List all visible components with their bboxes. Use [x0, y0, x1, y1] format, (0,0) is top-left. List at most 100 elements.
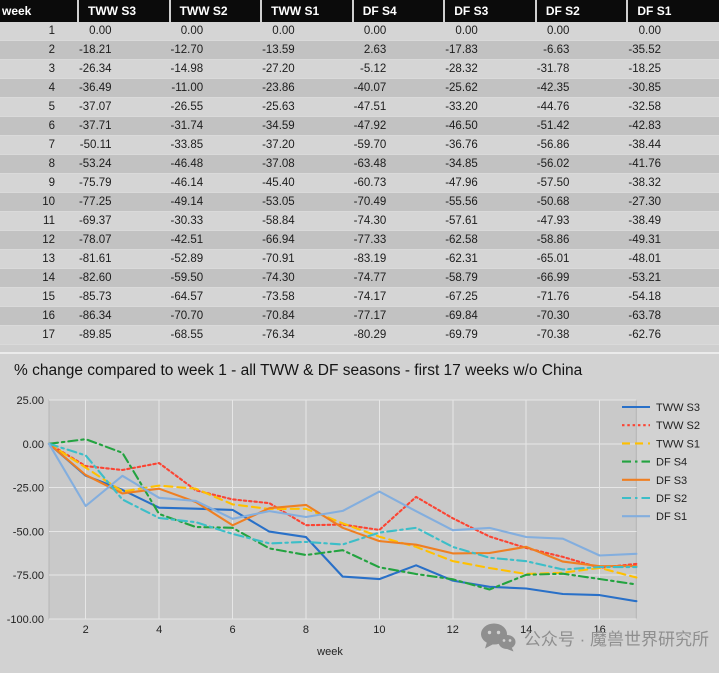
value-cell: -37.07	[78, 97, 170, 117]
value-cell: 0.00	[627, 22, 719, 41]
week-cell: 16	[0, 306, 78, 326]
value-cell: -33.20	[444, 97, 536, 117]
table-row: 4 -36.49 -11.00 -23.86 -40.07 -25.62 -42.35 -30…	[0, 78, 719, 98]
value-cell: -37.71	[78, 116, 170, 136]
value-cell: -89.85	[78, 325, 170, 345]
table-row: 16 -86.34 -70.70 -70.84 -77.17 -69.84 -70.30 -6…	[0, 306, 719, 326]
value-cell: -85.73	[78, 287, 170, 307]
table-row: 6 -37.71 -31.74 -34.59 -47.92 -46.50 -51.42 -42…	[0, 116, 719, 136]
value-cell: -71.76	[535, 287, 628, 307]
value-cell: -47.96	[444, 173, 536, 193]
table-row: 7 -50.11 -33.85 -37.20 -59.70 -36.76 -56.86 -38…	[0, 135, 719, 155]
week-cell: 9	[0, 173, 78, 193]
table-row: 11 -69.37 -30.33 -58.84 -74.30 -57.61 -47.93 -3…	[0, 211, 719, 231]
column-header: TWW S1	[260, 0, 353, 22]
table-row: 9 -75.79 -46.14 -45.40 -60.73 -47.96 -57.50 -38…	[0, 173, 719, 193]
value-cell: -70.38	[535, 325, 628, 345]
value-cell: -73.58	[261, 287, 353, 307]
value-cell: -36.49	[78, 78, 170, 98]
value-cell: -82.60	[78, 268, 170, 288]
value-cell: -57.61	[444, 211, 536, 231]
value-cell: -51.42	[535, 116, 628, 136]
table-row: 15 -85.73 -64.57 -73.58 -74.17 -67.25 -71.76 -5…	[0, 287, 719, 307]
week-cell: 4	[0, 78, 78, 98]
value-cell: -30.33	[169, 211, 262, 231]
value-cell: -52.89	[169, 249, 262, 269]
legend-label: DF S2	[656, 493, 687, 505]
value-cell: -58.84	[261, 211, 353, 231]
value-cell: -65.01	[535, 249, 628, 269]
value-cell: -25.63	[261, 97, 353, 117]
value-cell: -50.68	[535, 192, 628, 212]
column-header: TWW S3	[77, 0, 170, 22]
value-cell: -27.30	[627, 192, 719, 212]
value-cell: -14.98	[169, 59, 262, 79]
x-tick-label: 10	[373, 624, 385, 636]
value-cell: -62.76	[627, 325, 719, 345]
value-cell: -37.20	[261, 135, 353, 155]
series-line-tww-s1	[47, 442, 638, 579]
value-cell: -53.21	[627, 268, 719, 288]
value-cell: -58.86	[535, 230, 628, 250]
week-cell: 13	[0, 249, 78, 269]
table-row: 17 -89.85 -68.55 -76.34 -80.29 -69.79 -70.38 -6…	[0, 325, 719, 345]
value-cell: 0.00	[535, 22, 628, 41]
value-cell: -77.25	[78, 192, 170, 212]
value-cell: -46.48	[169, 154, 262, 174]
legend-label: DF S3	[656, 475, 687, 487]
value-cell: -18.25	[627, 59, 719, 79]
value-cell: -70.49	[352, 192, 445, 212]
value-cell: -78.07	[78, 230, 170, 250]
x-tick-label: 16	[594, 624, 606, 636]
value-cell: -5.12	[352, 59, 445, 79]
value-cell: -69.79	[444, 325, 536, 345]
line-chart: 25.00 0.00 -25.00 -50.00 -75.00 -100.00 2 4 6 8 10…	[7, 395, 700, 658]
value-cell: -46.50	[444, 116, 536, 136]
week-cell: 15	[0, 287, 78, 307]
y-tick-label: -25.00	[13, 483, 44, 495]
value-cell: -38.32	[627, 173, 719, 193]
table-row: 5 -37.07 -26.55 -25.63 -47.51 -33.20 -44.76 -32…	[0, 97, 719, 117]
value-cell: -58.79	[444, 268, 536, 288]
y-tick-label: 25.00	[16, 395, 44, 407]
value-cell: -74.30	[352, 211, 445, 231]
week-cell: 17	[0, 325, 78, 345]
value-cell: -67.25	[444, 287, 536, 307]
week-cell: 2	[0, 40, 78, 60]
value-cell: -62.58	[444, 230, 536, 250]
value-cell: -49.14	[169, 192, 262, 212]
watermark-text: 公众号 · 魔兽世界研究所	[523, 629, 709, 649]
value-cell: -66.94	[261, 230, 353, 250]
value-cell: -66.99	[535, 268, 628, 288]
x-tick-label: 4	[156, 624, 162, 636]
value-cell: 2.63	[352, 40, 445, 60]
table-header-row: week TWW S3 TWW S2 TWW S1 DF S4 DF S3 DF S2 DF …	[0, 0, 719, 22]
legend-label: DF S1	[656, 511, 687, 523]
value-cell: -38.44	[627, 135, 719, 155]
legend-label: TWW S2	[656, 420, 700, 432]
value-cell: -86.34	[78, 306, 170, 326]
value-cell: -47.93	[535, 211, 628, 231]
value-cell: -70.70	[169, 306, 262, 326]
wechat-icon	[480, 622, 516, 652]
value-cell: -42.83	[627, 116, 719, 136]
y-tick-label: -75.00	[13, 570, 44, 582]
value-cell: -76.34	[261, 325, 353, 345]
x-tick-label: 12	[447, 624, 459, 636]
table-header: week TWW S3 TWW S2 TWW S1 DF S4 DF S3 DF S2 DF …	[0, 0, 719, 22]
week-cell: 11	[0, 211, 78, 231]
watermark: 公众号 · 魔兽世界研究所	[480, 622, 709, 652]
series-line-tww-s3	[47, 442, 638, 603]
week-cell: 14	[0, 268, 78, 288]
column-header: week	[0, 0, 78, 22]
table-row: 12 -78.07 -42.51 -66.94 -77.33 -62.58 -58.86 -4…	[0, 230, 719, 250]
table-row: 3 -26.34 -14.98 -27.20 -5.12 -28.32 -31.78 -18.…	[0, 59, 719, 79]
value-cell: -74.17	[352, 287, 445, 307]
column-header: DF S3	[443, 0, 536, 22]
value-cell: -31.74	[169, 116, 262, 136]
value-cell: -60.73	[352, 173, 445, 193]
value-cell: -63.78	[627, 306, 719, 326]
value-cell: -41.76	[627, 154, 719, 174]
value-cell: -47.51	[352, 97, 445, 117]
